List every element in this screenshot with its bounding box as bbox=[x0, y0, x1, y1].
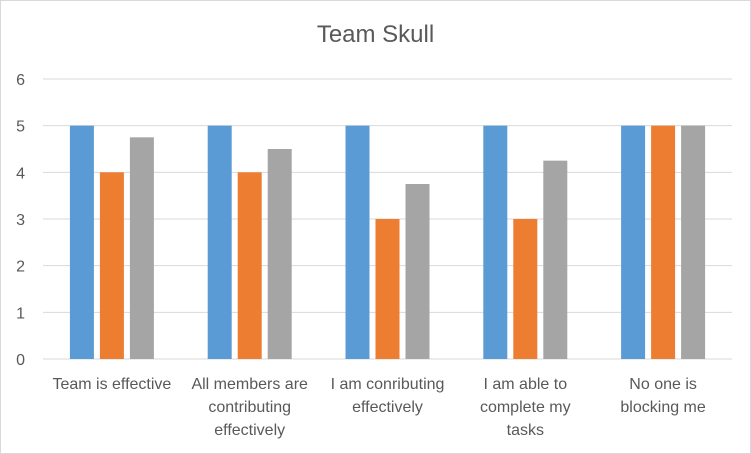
x-category-label: tasks bbox=[507, 422, 544, 439]
y-tick-label: 5 bbox=[16, 119, 25, 136]
bar-series3-cat3 bbox=[405, 184, 430, 359]
bar-series2-cat5 bbox=[651, 125, 676, 360]
x-category-label: I am able to bbox=[483, 376, 567, 393]
x-category-label: All members are bbox=[191, 376, 308, 393]
x-category-label: Team is effective bbox=[52, 376, 171, 393]
x-category-label: effectively bbox=[214, 422, 285, 439]
y-tick-label: 4 bbox=[16, 165, 25, 182]
x-category-label: complete my bbox=[480, 399, 571, 416]
bar-series3-cat1 bbox=[129, 137, 154, 359]
bar-series2-cat2 bbox=[237, 172, 262, 359]
chart-title: Team Skull bbox=[316, 21, 435, 48]
y-tick-label: 2 bbox=[16, 259, 25, 276]
x-category-label: blocking me bbox=[620, 399, 705, 416]
bar-series1-cat4 bbox=[483, 125, 508, 360]
x-category-label: contributing bbox=[208, 399, 291, 416]
bar-series1-cat3 bbox=[345, 125, 370, 360]
y-tick-label: 3 bbox=[16, 212, 25, 229]
bar-series2-cat3 bbox=[375, 219, 400, 359]
bar-series1-cat5 bbox=[621, 125, 646, 360]
x-category-label: I am conributing bbox=[331, 376, 445, 393]
x-category-label: effectively bbox=[352, 399, 423, 416]
bar-series2-cat4 bbox=[513, 219, 538, 359]
y-tick-label: 1 bbox=[16, 305, 25, 322]
y-tick-label: 6 bbox=[16, 72, 25, 89]
x-category-label: No one is bbox=[629, 376, 697, 393]
bar-series1-cat2 bbox=[207, 125, 232, 360]
bar-series3-cat4 bbox=[543, 160, 568, 359]
bar-series2-cat1 bbox=[99, 172, 124, 359]
y-tick-label: 0 bbox=[16, 352, 25, 369]
bar-series3-cat2 bbox=[267, 149, 292, 359]
bar-series3-cat5 bbox=[681, 125, 706, 360]
bar-series1-cat1 bbox=[69, 125, 94, 360]
